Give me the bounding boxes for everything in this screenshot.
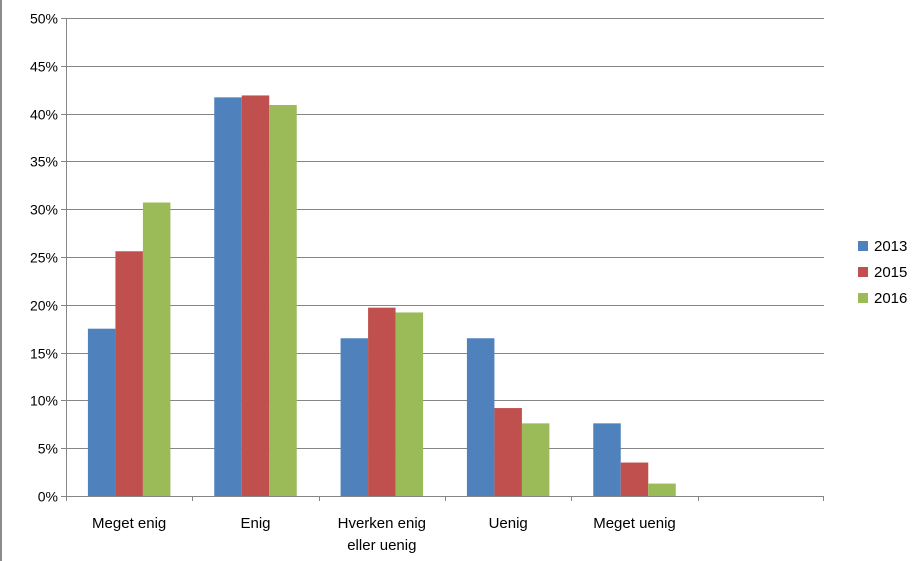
bar: [214, 97, 242, 497]
bar: [395, 312, 424, 496]
y-tick-label: 10%: [30, 393, 58, 409]
legend-label: 2013: [874, 238, 907, 255]
y-tick-label: 30%: [30, 202, 58, 218]
y-tick-label: 5%: [38, 441, 58, 457]
y-tick-label: 35%: [30, 154, 58, 170]
y-tick-label: 20%: [30, 298, 58, 314]
legend: 2013 2015 2016: [858, 238, 907, 307]
y-tick-label: 15%: [30, 346, 58, 362]
gridlines: [66, 18, 824, 449]
y-tick-label: 25%: [30, 250, 58, 266]
x-tick-label: Hverken enig eller uenig: [338, 515, 426, 554]
x-tick-label: Meget uenig: [593, 515, 676, 532]
x-axis-tick-labels: Meget enig Enig Hverken enig eller uenig Uen…: [92, 515, 676, 554]
y-tick-label: 0%: [38, 489, 58, 505]
axes: [61, 18, 824, 501]
y-tick-label: 50%: [30, 11, 58, 27]
legend-swatch: [858, 267, 868, 277]
bar: [648, 483, 676, 496]
bar: [142, 202, 171, 496]
window-left-edge: [0, 0, 2, 561]
legend-swatch: [858, 241, 868, 251]
legend-label: 2015: [874, 264, 907, 281]
bar: [241, 95, 270, 496]
bar: [87, 328, 116, 496]
bar: [620, 462, 649, 496]
bar: [593, 423, 621, 496]
bar: [269, 104, 297, 496]
x-tick-label: Enig: [240, 515, 270, 532]
x-tick-label: Meget enig: [92, 515, 166, 532]
bar: [340, 338, 369, 496]
bar: [466, 338, 495, 496]
bar: [368, 307, 396, 496]
y-axis-tick-labels: 0% 5% 10% 15% 20% 25% 30% 35% 40% 45% 50%: [30, 11, 58, 505]
y-tick-label: 40%: [30, 107, 58, 123]
bar: [115, 251, 143, 496]
y-tick-label: 45%: [30, 59, 58, 75]
bar: [521, 423, 550, 496]
legend-swatch: [858, 293, 868, 303]
bars: [87, 95, 676, 497]
bar: [494, 408, 522, 496]
legend-label: 2016: [874, 290, 907, 307]
x-tick-label: Uenig: [489, 515, 528, 532]
